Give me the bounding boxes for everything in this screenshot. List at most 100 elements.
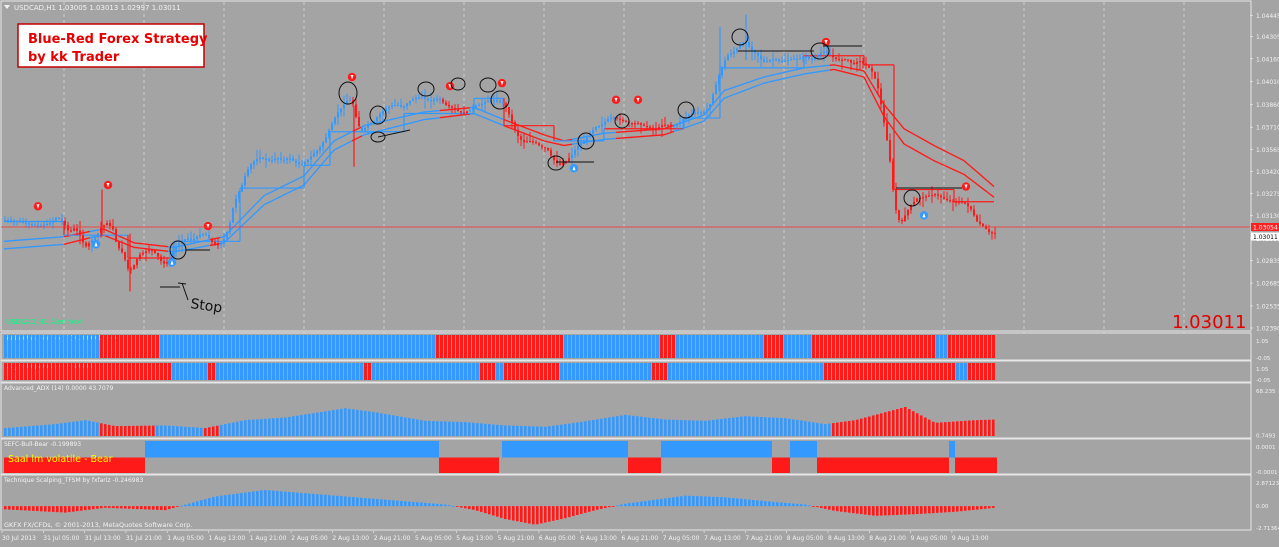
bull-bar xyxy=(532,441,535,458)
band-segment xyxy=(740,85,742,86)
scalping-bar xyxy=(136,506,139,509)
scalping-bar xyxy=(332,495,335,506)
scalping-bar xyxy=(96,506,99,509)
indicator-bar xyxy=(844,363,847,380)
bull-bar xyxy=(382,441,385,458)
scalping-bar xyxy=(772,502,775,506)
bull-bar xyxy=(793,441,796,458)
band-segment xyxy=(342,136,344,137)
scalping-bar xyxy=(652,500,655,506)
adx-bar xyxy=(68,422,71,436)
scalping-bar xyxy=(184,505,187,506)
band-segment xyxy=(342,145,344,146)
band-segment xyxy=(852,74,854,75)
bull-bar xyxy=(232,441,235,458)
bear-bar xyxy=(439,458,442,474)
indicator-bar xyxy=(52,335,55,358)
bear-bar xyxy=(874,458,877,474)
scalping-bar xyxy=(228,495,231,506)
adx-bar xyxy=(976,420,979,436)
bull-bar xyxy=(661,441,664,458)
adx-bar xyxy=(968,421,971,436)
adx-bar xyxy=(204,428,207,436)
bull-bar xyxy=(316,441,319,458)
band-segment xyxy=(106,230,108,231)
indicator-bar xyxy=(832,363,835,380)
bull-bar xyxy=(691,441,694,458)
scalping-bar xyxy=(740,499,743,506)
scalping-bar xyxy=(384,500,387,506)
indicator-bar xyxy=(204,335,207,358)
indicator-y-tick: -0.05 xyxy=(1256,378,1271,384)
bull-bar xyxy=(736,441,739,458)
band-segment xyxy=(268,202,270,203)
scalping-bar xyxy=(548,506,551,522)
bull-bar xyxy=(559,441,562,458)
band-segment xyxy=(358,137,360,138)
indicator-bar xyxy=(184,335,187,358)
band-segment xyxy=(398,126,400,127)
indicator-bar xyxy=(636,363,639,380)
band-segment xyxy=(760,78,762,79)
adx-bar xyxy=(432,421,435,436)
band-segment xyxy=(390,128,392,129)
scalping-bar xyxy=(280,491,283,506)
indicator-bar xyxy=(956,335,959,358)
indicator-bar xyxy=(696,363,699,380)
bull-bar xyxy=(298,441,301,458)
band-segment xyxy=(952,169,954,170)
indicator-bar xyxy=(696,335,699,358)
indicator-bar xyxy=(380,335,383,358)
band-segment xyxy=(358,128,360,129)
indicator-bar xyxy=(392,363,395,380)
scalping-bar xyxy=(144,506,147,509)
indicator-bar xyxy=(372,335,375,358)
band-segment xyxy=(762,83,764,84)
adx-bar xyxy=(980,420,983,436)
bear-bar xyxy=(967,458,970,474)
indicator-bar xyxy=(420,363,423,380)
band-segment xyxy=(932,160,934,161)
band-segment xyxy=(738,92,740,93)
adx-bar xyxy=(768,417,771,436)
adx-bar xyxy=(516,426,519,436)
indicator-bar xyxy=(236,363,239,380)
scalping-bar xyxy=(256,491,259,506)
band-segment xyxy=(484,118,486,119)
band-segment xyxy=(384,129,386,130)
adx-bar xyxy=(100,423,103,436)
scalping-bar xyxy=(396,501,399,506)
scalping-bar xyxy=(192,502,195,506)
bull-bar xyxy=(715,441,718,458)
adx-bar xyxy=(360,410,363,436)
adx-bar xyxy=(240,421,243,436)
indicator-bar xyxy=(320,335,323,358)
scalping-bar xyxy=(428,503,431,506)
candle xyxy=(868,65,870,68)
bear-bar xyxy=(862,458,865,474)
bull-bar xyxy=(685,441,688,458)
indicator-bar xyxy=(336,335,339,358)
bear-bar xyxy=(643,458,646,474)
band-segment xyxy=(490,114,492,115)
band-segment xyxy=(516,124,518,125)
bear-bar xyxy=(118,458,121,474)
bear-bar xyxy=(487,458,490,474)
adx-bar xyxy=(256,419,259,436)
indicator-bar xyxy=(592,335,595,358)
indicator-bar xyxy=(364,363,367,380)
adx-bar xyxy=(428,421,431,436)
adx-bar xyxy=(448,422,451,436)
indicator-bar xyxy=(856,363,859,380)
adx-bar xyxy=(648,418,651,436)
strategy-title-box: Blue-Red Forex Strategy by kk Trader xyxy=(18,24,208,67)
indicator-bar xyxy=(948,335,951,358)
indicator-y-tick: 0.00 xyxy=(1256,504,1269,510)
indicator-bar xyxy=(36,363,39,380)
band-segment xyxy=(732,95,734,96)
band-segment xyxy=(696,123,698,124)
indicator-title: SEFC-Bull-Bear -0.199893 xyxy=(4,441,81,448)
adx-bar xyxy=(28,426,31,436)
indicator-bar xyxy=(548,363,551,380)
indicator-bar xyxy=(484,335,487,358)
